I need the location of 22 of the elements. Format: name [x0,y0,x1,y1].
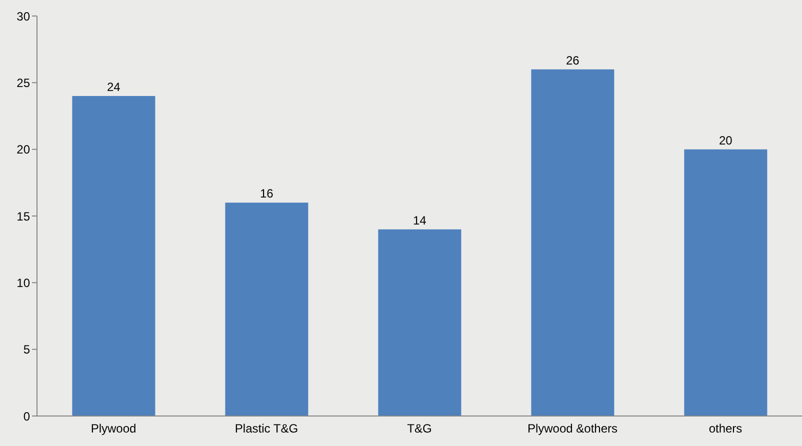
x-tick-label: Plastic T&G [234,422,298,436]
data-label: 16 [260,186,274,201]
data-label: 24 [107,80,121,94]
y-tick-label: 15 [16,209,30,224]
x-tick-label: Plywood &others [527,422,618,436]
bar [72,96,156,416]
bar [378,229,462,416]
y-tick-label: 10 [16,276,30,290]
y-tick-label: 30 [16,9,30,24]
y-tick-label: 0 [23,409,30,424]
y-tick-label: 20 [16,142,30,157]
bar [225,202,308,416]
y-tick-label: 5 [23,342,30,357]
x-tick-label: others [708,422,742,436]
x-tick-label: Plywood [90,422,136,436]
y-tick-label: 25 [16,76,30,90]
bar [531,69,614,416]
data-label: 14 [413,213,427,228]
x-tick-label: T&G [407,422,432,436]
bar [684,149,768,416]
data-label: 26 [566,53,580,68]
data-label: 20 [719,133,733,148]
